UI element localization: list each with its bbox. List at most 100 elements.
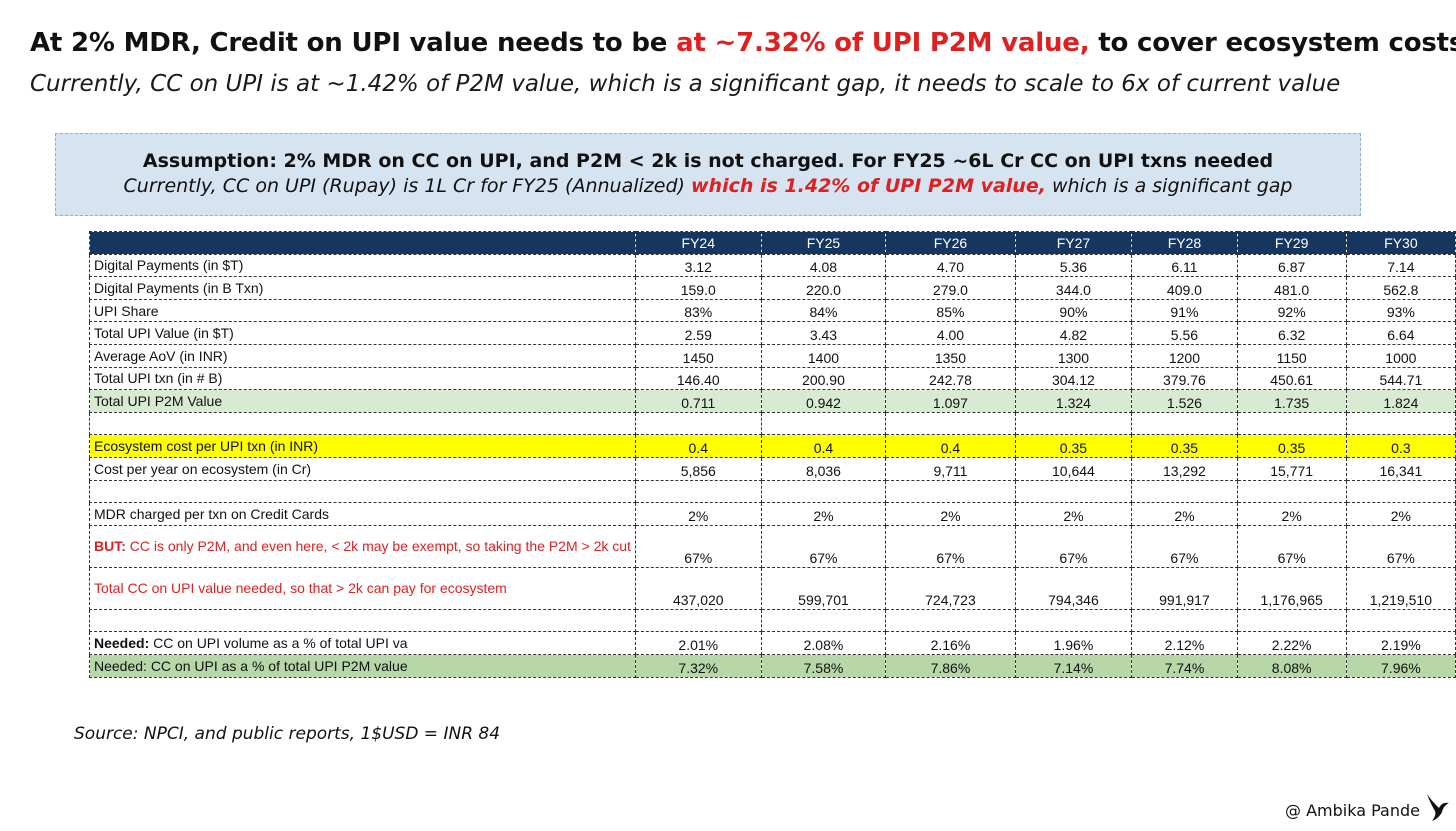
table-cell: 10,644 <box>1014 456 1133 481</box>
table-cell-empty <box>760 479 887 504</box>
table-cell: 83% <box>634 298 762 323</box>
table-header-cell <box>89 231 636 255</box>
table-cell: 2.01% <box>634 631 762 655</box>
table-cell: 599,701 <box>760 566 887 610</box>
row-label: Ecosystem cost per UPI txn (in INR) <box>89 434 636 458</box>
table-cell: 6.11 <box>1131 253 1238 278</box>
table-cell: 344.0 <box>1014 276 1133 300</box>
table-cell: 242.78 <box>885 366 1016 391</box>
table-cell: 84% <box>760 298 887 323</box>
table-cell: 67% <box>634 524 762 568</box>
table-cell: 4.82 <box>1014 321 1133 345</box>
table-cell: 2% <box>1236 502 1347 526</box>
table-cell: 220.0 <box>760 276 887 300</box>
table-cell: 67% <box>1131 524 1238 568</box>
table-row: Total UPI txn (in # B) 146.40 200.90 242.78… <box>89 366 1456 391</box>
table-header-cell: FY29 <box>1236 231 1347 255</box>
table-cell-empty <box>89 411 636 436</box>
table-row: Needed: CC on UPI as a % of total UPI P2… <box>89 653 1456 678</box>
table-cell: 1,176,965 <box>1236 566 1347 610</box>
table-cell-empty <box>1345 479 1456 504</box>
table-cell-empty <box>1014 608 1133 633</box>
table-cell: 2.08% <box>760 631 887 655</box>
table-cell: 93% <box>1345 298 1456 323</box>
table-cell-empty <box>1236 479 1347 504</box>
table-cell: 1200 <box>1131 343 1238 368</box>
table-cell: 92% <box>1236 298 1347 323</box>
table-spacer-row <box>89 479 1456 504</box>
table-cell-empty <box>1014 411 1133 436</box>
row-label: Total UPI txn (in # B) <box>89 366 636 391</box>
table-cell-empty <box>1236 411 1347 436</box>
table-cell: 85% <box>885 298 1016 323</box>
table-cell: 6.32 <box>1236 321 1347 345</box>
table-cell: 0.3 <box>1345 434 1456 458</box>
table-cell-empty <box>1131 479 1238 504</box>
table-header-cell: FY28 <box>1131 231 1238 255</box>
table-cell-empty <box>634 479 762 504</box>
assumption-box: Assumption: 2% MDR on CC on UPI, and P2M… <box>55 133 1361 216</box>
table-cell: 2% <box>885 502 1016 526</box>
table-cell: 7.96% <box>1345 653 1456 678</box>
table-cell-empty <box>885 479 1016 504</box>
table-row: Needed: CC on UPI volume as a % of total… <box>89 631 1456 655</box>
title-highlight: at ~7.32% of UPI P2M value, <box>676 28 1090 58</box>
table-cell: 279.0 <box>885 276 1016 300</box>
table-cell-empty <box>634 411 762 436</box>
table-cell: 2.59 <box>634 321 762 345</box>
table-cell: 67% <box>760 524 887 568</box>
table-cell: 0.4 <box>634 434 762 458</box>
page-title: At 2% MDR, Credit on UPI value needs to … <box>30 28 1456 58</box>
assumption-line-1: Assumption: 2% MDR on CC on UPI, and P2M… <box>142 150 1274 172</box>
table-cell: 9,711 <box>885 456 1016 481</box>
table-cell: 1,219,510 <box>1345 566 1456 610</box>
table-cell: 3.43 <box>760 321 887 345</box>
table-header-cell: FY30 <box>1345 231 1456 255</box>
table-row: Total UPI P2M Value 0.711 0.942 1.097 1.324 1… <box>89 389 1456 413</box>
table-cell: 0.4 <box>885 434 1016 458</box>
table-cell: 991,917 <box>1131 566 1238 610</box>
table-cell: 0.942 <box>760 389 887 413</box>
table-cell-empty <box>89 479 636 504</box>
table-cell: 159.0 <box>634 276 762 300</box>
table-row: Average AoV (in INR) 1450 1400 1350 1300 1200… <box>89 343 1456 368</box>
table-cell: 4.70 <box>885 253 1016 278</box>
table-cell: 8.08% <box>1236 653 1347 678</box>
row-label: Digital Payments (in B Txn) <box>89 276 636 300</box>
row-label: Digital Payments (in $T) <box>89 253 636 278</box>
table-cell: 7.86% <box>885 653 1016 678</box>
table-cell: 1.324 <box>1014 389 1133 413</box>
table-cell: 7.74% <box>1131 653 1238 678</box>
table-cell: 7.14 <box>1345 253 1456 278</box>
table-cell: 15,771 <box>1236 456 1347 481</box>
table-cell: 4.00 <box>885 321 1016 345</box>
assumption-line-2: Currently, CC on UPI (Rupay) is 1L Cr fo… <box>123 175 1293 197</box>
table-cell: 7.32% <box>634 653 762 678</box>
table-cell: 1150 <box>1236 343 1347 368</box>
bird-silhouette-icon <box>1427 794 1449 821</box>
table-cell: 2% <box>1014 502 1133 526</box>
row-label: Needed: CC on UPI volume as a % of total… <box>89 631 636 655</box>
table-cell: 544.71 <box>1345 366 1456 391</box>
table-cell: 1.824 <box>1345 389 1456 413</box>
table-cell: 1400 <box>760 343 887 368</box>
page-subtitle: Currently, CC on UPI is at ~1.42% of P2M… <box>30 71 1341 97</box>
table-cell-empty <box>1014 479 1133 504</box>
table-cell: 1.96% <box>1014 631 1133 655</box>
table-cell: 1.526 <box>1131 389 1238 413</box>
row-label: BUT: CC is only P2M, and even here, < 2k… <box>89 524 636 568</box>
table-cell-empty <box>89 608 636 633</box>
table-cell: 437,020 <box>634 566 762 610</box>
table-row: Ecosystem cost per UPI txn (in INR) 0.4 0.… <box>89 434 1456 458</box>
table-cell: 2.12% <box>1131 631 1238 655</box>
table-cell: 6.87 <box>1236 253 1347 278</box>
table-spacer-row <box>89 608 1456 633</box>
table-row: Total CC on UPI value needed, so that > … <box>89 566 1456 610</box>
table-cell-empty <box>1345 411 1456 436</box>
table-cell: 13,292 <box>1131 456 1238 481</box>
table-row: Digital Payments (in $T) 3.12 4.08 4.70 5.36… <box>89 253 1456 278</box>
table-cell: 1.735 <box>1236 389 1347 413</box>
table-cell: 0.35 <box>1236 434 1347 458</box>
table-row: Cost per year on ecosystem (in Cr) 5,856 8… <box>89 456 1456 481</box>
table-row: Digital Payments (in B Txn) 159.0 220.0 279… <box>89 276 1456 300</box>
